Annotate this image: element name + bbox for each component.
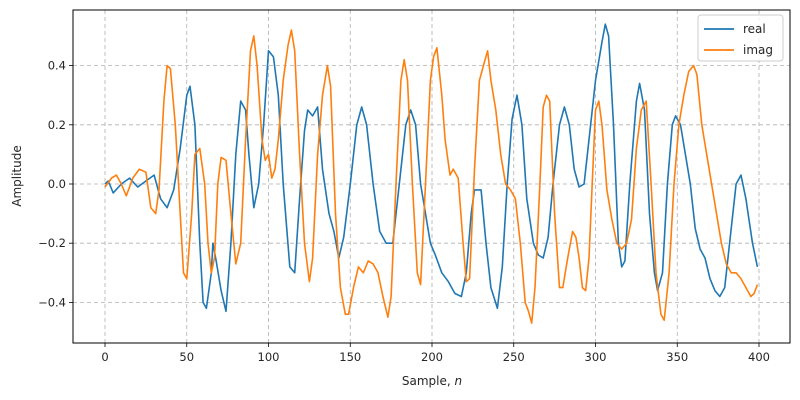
- x-axis-ticks: 0 50 100 150 200 250 300 350 400: [101, 343, 770, 364]
- x-tick-label: 0: [101, 350, 108, 364]
- x-tick-label: 350: [666, 350, 688, 364]
- y-tick-label: −0.4: [38, 295, 66, 309]
- y-tick-label: 0.2: [48, 118, 66, 132]
- x-tick-label: 100: [258, 350, 280, 364]
- x-tick-label: 50: [179, 350, 194, 364]
- series-imag-line: [104, 29, 759, 324]
- y-axis-label: Amplitude: [10, 145, 24, 207]
- legend-real-label: real: [743, 22, 766, 36]
- legend-imag-label: imag: [743, 43, 773, 57]
- x-tick-label: 300: [585, 350, 607, 364]
- y-tick-label: −0.2: [38, 236, 66, 250]
- plot-series: [104, 23, 759, 324]
- x-tick-label: 250: [503, 350, 525, 364]
- legend: real imag: [697, 14, 784, 62]
- y-tick-label: 0.4: [48, 59, 66, 73]
- x-tick-label: 150: [339, 350, 361, 364]
- y-axis-ticks: −0.4 −0.2 0.0 0.2 0.4: [38, 59, 73, 309]
- series-real-line: [104, 23, 759, 313]
- x-axis-label: Sample, n: [402, 374, 462, 388]
- grid-lines: [73, 10, 790, 343]
- y-tick-label: 0.0: [48, 177, 66, 191]
- plot-frame: [72, 9, 791, 344]
- x-tick-label: 200: [421, 350, 443, 364]
- x-tick-label: 400: [748, 350, 770, 364]
